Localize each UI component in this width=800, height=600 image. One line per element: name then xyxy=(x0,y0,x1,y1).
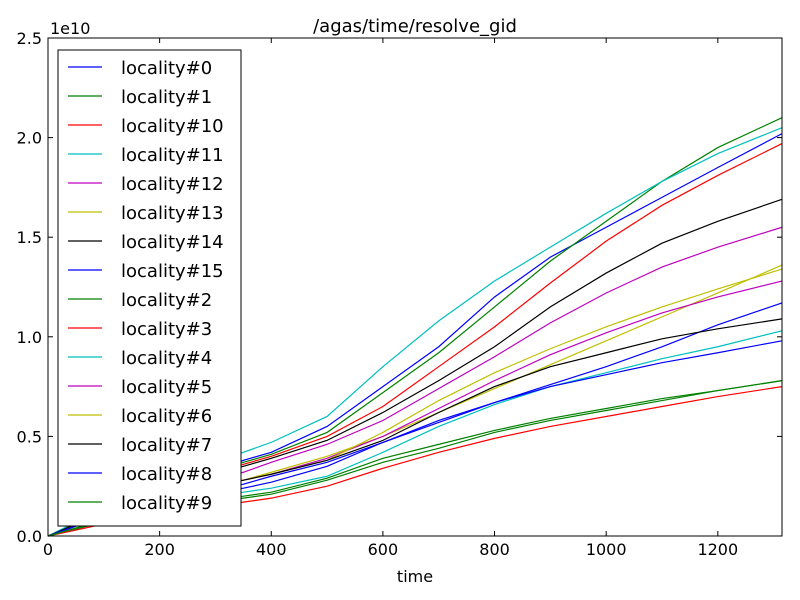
legend-entry: locality#3 xyxy=(121,319,212,340)
legend-entry: locality#14 xyxy=(121,232,224,253)
x-axis: 0 200 400 600 800 1000 1200 xyxy=(43,38,738,559)
legend-entry: locality#11 xyxy=(121,145,224,166)
y-tick-label: 1.5 xyxy=(17,228,42,247)
y-tick-label: 0.0 xyxy=(17,527,42,546)
chart-title: /agas/time/resolve_gid xyxy=(313,16,517,37)
legend-entry: locality#0 xyxy=(121,58,212,79)
legend-entry: locality#15 xyxy=(121,261,224,282)
y-tick-label: 1.0 xyxy=(17,328,42,347)
legend-entry: locality#12 xyxy=(121,174,224,195)
legend-entry: locality#5 xyxy=(121,377,212,398)
legend-entry: locality#9 xyxy=(121,493,212,514)
x-tick-label: 0 xyxy=(43,540,53,559)
y-axis: 0.0 0.5 1.0 1.5 2.0 2.5 xyxy=(17,29,782,546)
x-tick-label: 800 xyxy=(479,540,510,559)
x-axis-label: time xyxy=(397,567,433,586)
legend-entry: locality#1 xyxy=(121,87,212,108)
legend-entry: locality#4 xyxy=(121,348,212,369)
y-tick-label: 0.5 xyxy=(17,427,42,446)
legend-entry: locality#10 xyxy=(121,116,224,137)
legend: locality#0 locality#1 locality#10 locality#… xyxy=(57,49,242,527)
x-tick-label: 400 xyxy=(256,540,287,559)
y-tick-label: 2.0 xyxy=(17,129,42,148)
plot-frame xyxy=(47,37,783,537)
x-tick-label: 1000 xyxy=(586,540,627,559)
legend-entry: locality#7 xyxy=(121,435,212,456)
legend-box xyxy=(57,49,242,527)
x-tick-label: 600 xyxy=(368,540,399,559)
y-offset-label: 1e10 xyxy=(50,19,90,38)
legend-entry: locality#8 xyxy=(121,464,212,485)
legend-entry: locality#13 xyxy=(121,203,224,224)
legend-entry: locality#2 xyxy=(121,290,212,311)
x-tick-label: 200 xyxy=(144,540,175,559)
x-tick-label: 1200 xyxy=(697,540,738,559)
legend-entry: locality#6 xyxy=(121,406,212,427)
y-tick-label: 2.5 xyxy=(17,29,42,48)
